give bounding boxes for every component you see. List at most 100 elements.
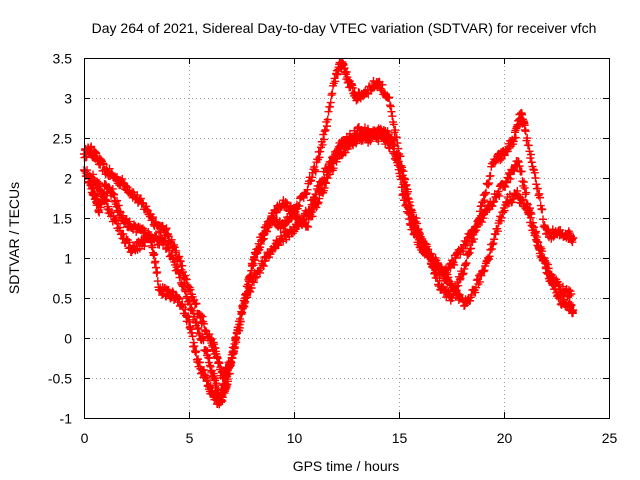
data-point bbox=[518, 195, 527, 204]
data-point bbox=[313, 199, 322, 208]
data-point bbox=[533, 184, 542, 193]
data-point bbox=[314, 198, 323, 207]
data-point bbox=[247, 284, 256, 293]
y-axis-label: SDTVAR / TECUs bbox=[6, 182, 22, 294]
data-point bbox=[450, 284, 459, 293]
data-point bbox=[164, 243, 173, 252]
data-point bbox=[493, 227, 502, 236]
data-point bbox=[162, 224, 171, 233]
data-point bbox=[311, 166, 319, 174]
data-point bbox=[491, 157, 500, 166]
data-point bbox=[110, 190, 118, 199]
data-point bbox=[188, 332, 197, 341]
data-point bbox=[439, 270, 448, 278]
data-point bbox=[302, 190, 310, 199]
data-point bbox=[256, 239, 265, 248]
data-point bbox=[404, 200, 413, 209]
data-point bbox=[434, 280, 442, 289]
data-point bbox=[178, 261, 187, 270]
data-point bbox=[495, 191, 504, 200]
series-track-3 bbox=[84, 124, 578, 409]
data-point bbox=[303, 185, 312, 194]
data-point bbox=[329, 164, 338, 173]
data-point bbox=[472, 222, 481, 230]
data-point bbox=[122, 182, 130, 190]
data-point bbox=[514, 158, 523, 166]
data-point bbox=[437, 282, 446, 291]
data-point bbox=[494, 187, 503, 196]
grid-layer bbox=[84, 58, 609, 418]
data-point bbox=[223, 375, 232, 384]
data-point bbox=[406, 207, 415, 216]
data-point bbox=[415, 228, 424, 237]
data-point bbox=[543, 269, 552, 278]
data-point bbox=[175, 273, 184, 282]
data-point bbox=[286, 201, 295, 210]
data-point bbox=[470, 235, 478, 244]
data-point bbox=[509, 166, 518, 175]
data-point bbox=[388, 137, 397, 146]
data-point bbox=[327, 91, 336, 100]
data-point bbox=[247, 271, 256, 280]
data-point bbox=[192, 347, 201, 356]
data-point bbox=[143, 206, 151, 214]
data-point bbox=[477, 271, 486, 280]
data-point bbox=[385, 130, 394, 139]
data-point bbox=[517, 167, 526, 176]
data-point bbox=[554, 294, 563, 302]
data-point bbox=[442, 268, 451, 277]
data-point bbox=[486, 245, 495, 254]
data-point bbox=[385, 93, 394, 102]
data-point bbox=[113, 196, 121, 205]
data-point bbox=[163, 231, 172, 240]
data-point bbox=[523, 208, 532, 217]
data-point bbox=[328, 89, 337, 98]
data-point bbox=[403, 194, 412, 203]
data-point bbox=[250, 254, 259, 262]
data-point bbox=[243, 289, 252, 298]
data-point bbox=[304, 222, 313, 231]
data-point bbox=[242, 290, 251, 299]
data-point bbox=[529, 223, 538, 232]
data-point bbox=[501, 182, 510, 191]
y-tick-label: 1 bbox=[64, 251, 72, 267]
data-point bbox=[87, 142, 96, 151]
data-point bbox=[515, 162, 524, 171]
data-point bbox=[186, 300, 195, 309]
data-point bbox=[197, 311, 205, 320]
data-point bbox=[174, 268, 183, 277]
data-point bbox=[536, 242, 545, 251]
data-point bbox=[322, 179, 331, 188]
data-point bbox=[306, 177, 315, 186]
data-point bbox=[180, 286, 189, 294]
data-point bbox=[462, 238, 471, 246]
data-point bbox=[461, 260, 470, 269]
data-point bbox=[182, 275, 191, 284]
data-point bbox=[409, 216, 418, 225]
data-point bbox=[486, 171, 495, 180]
data-point bbox=[564, 227, 573, 236]
data-point bbox=[235, 323, 244, 332]
data-point bbox=[259, 234, 268, 243]
data-point bbox=[536, 193, 544, 202]
x-tick-label: 5 bbox=[186, 430, 194, 446]
data-point bbox=[311, 167, 320, 176]
data-point bbox=[290, 227, 299, 236]
data-point bbox=[485, 179, 493, 188]
x-tick-label: 0 bbox=[81, 430, 89, 446]
data-point bbox=[482, 188, 490, 197]
data-point bbox=[247, 259, 256, 268]
data-point bbox=[320, 127, 329, 136]
data-point bbox=[535, 189, 544, 198]
data-point bbox=[114, 219, 123, 228]
data-point bbox=[116, 223, 124, 232]
y-tick-label: 0.5 bbox=[53, 291, 73, 307]
data-point bbox=[502, 178, 511, 187]
data-point bbox=[274, 241, 283, 250]
data-point bbox=[520, 183, 529, 192]
data-point bbox=[479, 198, 487, 206]
data-point bbox=[289, 207, 298, 216]
data-point bbox=[230, 344, 239, 353]
data-point bbox=[316, 147, 325, 156]
data-point bbox=[272, 208, 281, 217]
